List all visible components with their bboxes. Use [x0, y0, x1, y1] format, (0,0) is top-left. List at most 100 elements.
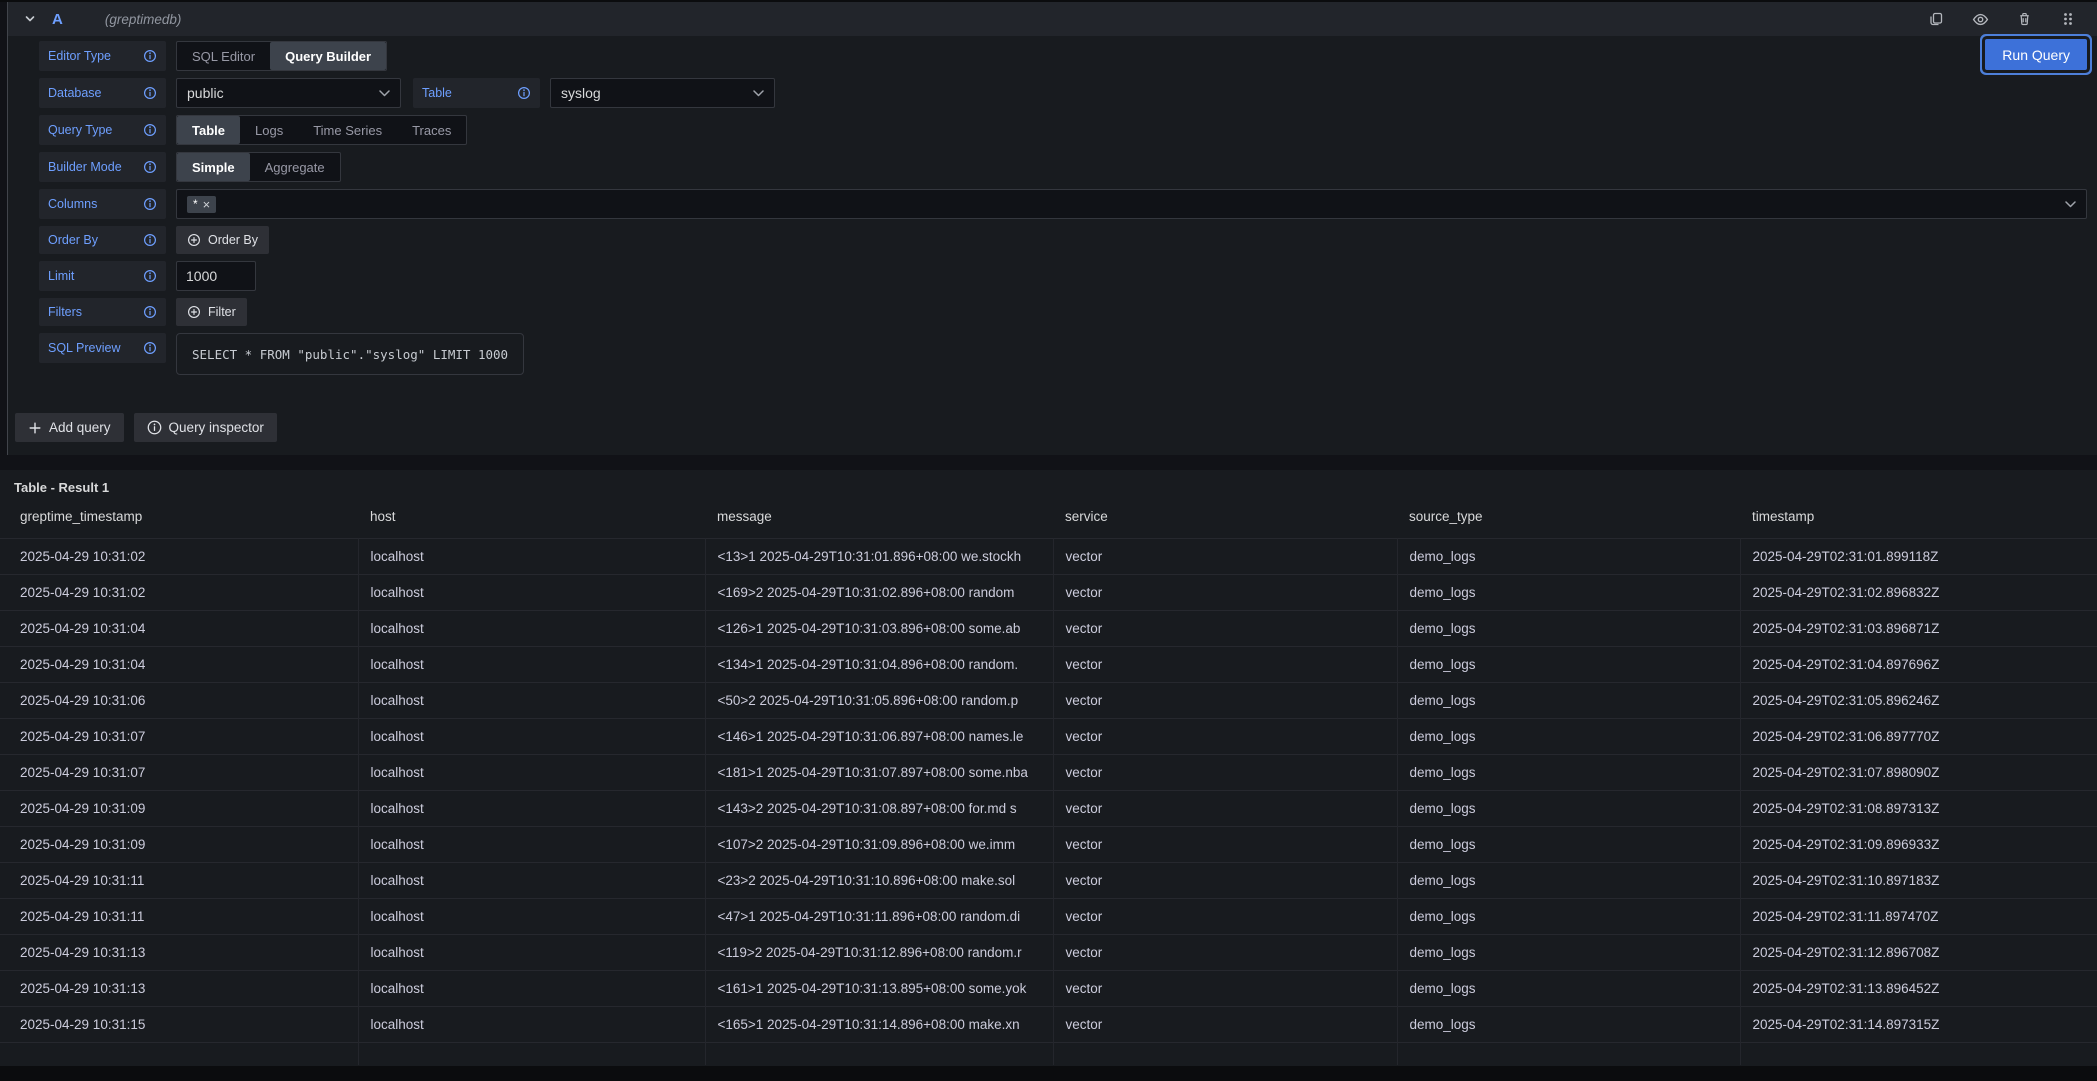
table-row: 2025-04-29 10:31:11 localhost <23>2 2025-0… — [0, 862, 2097, 899]
table-cell: localhost — [358, 790, 706, 827]
table-cell: demo_logs — [1397, 574, 1741, 611]
table-select-value: syslog — [561, 85, 601, 101]
empty-cell — [0, 1042, 359, 1065]
add-query-label: Add query — [49, 420, 111, 435]
table-cell: demo_logs — [1397, 898, 1741, 935]
table-row: 2025-04-29 10:31:04 localhost <126>1 2025-… — [0, 610, 2097, 647]
page-bottom-edge — [0, 1066, 2097, 1081]
empty-cell — [1053, 1042, 1398, 1065]
database-table-row: Database public Table syslog — [39, 78, 2087, 108]
query-type-label-box: Query Type — [39, 115, 166, 145]
query-editor-panel: A (greptimedb) Run Query Edi — [7, 2, 2097, 455]
table-cell: 2025-04-29T02:31:01.899118Z — [1740, 538, 2097, 575]
column-header[interactable]: greptime_timestamp — [20, 509, 143, 524]
table-cell: localhost — [358, 970, 706, 1007]
chevron-down-icon — [2065, 200, 2076, 208]
add-order-by-button[interactable]: Order By — [176, 226, 270, 254]
info-icon[interactable] — [143, 160, 157, 174]
table-cell: localhost — [358, 610, 706, 647]
builder-mode-option-simple[interactable]: Simple — [177, 153, 250, 181]
builder-mode-row: Builder Mode Simple Aggregate — [39, 152, 2087, 182]
table-cell: <165>1 2025-04-29T10:31:14.896+08:00 mak… — [705, 1006, 1054, 1043]
table-cell: 2025-04-29 10:31:04 — [0, 610, 359, 647]
remove-query-trash-icon[interactable] — [2009, 8, 2039, 30]
run-query-button[interactable]: Run Query — [1985, 39, 2087, 70]
add-query-button[interactable]: Add query — [15, 413, 124, 442]
order-by-button-label: Order By — [208, 233, 259, 247]
builder-mode-toggle: Simple Aggregate — [176, 152, 341, 182]
table-cell: localhost — [358, 826, 706, 863]
table-cell: vector — [1053, 970, 1398, 1007]
table-row: 2025-04-29 10:31:04 localhost <134>1 2025-… — [0, 646, 2097, 683]
remove-column-icon[interactable]: × — [202, 196, 211, 212]
table-cell: <146>1 2025-04-29T10:31:06.897+08:00 nam… — [705, 718, 1054, 755]
hide-response-eye-icon[interactable] — [1965, 8, 1995, 30]
results-panel-title: Table - Result 1 — [14, 480, 110, 495]
table-cell: 2025-04-29T02:31:13.896452Z — [1740, 970, 2097, 1007]
database-label: Database — [48, 86, 102, 100]
empty-cell — [705, 1042, 1054, 1065]
add-filter-button[interactable]: Filter — [176, 298, 247, 326]
table-cell: vector — [1053, 1006, 1398, 1043]
editor-type-option-sql-editor[interactable]: SQL Editor — [192, 48, 256, 64]
table-cell: demo_logs — [1397, 826, 1741, 863]
table-cell: <143>2 2025-04-29T10:31:08.897+08:00 for… — [705, 790, 1054, 827]
table-cell: 2025-04-29 10:31:13 — [0, 934, 359, 971]
query-footer: Add query Query inspector — [15, 413, 2097, 442]
table-cell: vector — [1053, 718, 1398, 755]
database-select[interactable]: public — [176, 78, 401, 108]
column-header[interactable]: message — [717, 509, 772, 524]
editor-type-option-query-builder[interactable]: Query Builder — [270, 42, 387, 70]
columns-select[interactable]: * × — [176, 189, 2087, 219]
table-cell: 2025-04-29T02:31:07.898090Z — [1740, 754, 2097, 791]
limit-label: Limit — [48, 269, 75, 283]
query-type-option-time-series[interactable]: Time Series — [313, 122, 383, 138]
column-chip[interactable]: * × — [187, 195, 217, 213]
table-cell: localhost — [358, 862, 706, 899]
info-icon[interactable] — [143, 269, 157, 283]
info-icon[interactable] — [143, 233, 157, 247]
query-type-option-traces[interactable]: Traces — [412, 122, 452, 138]
table-cell: vector — [1053, 754, 1398, 791]
limit-input[interactable] — [176, 261, 256, 291]
table-select[interactable]: syslog — [550, 78, 775, 108]
results-table: greptime_timestamp host message service sour… — [0, 501, 2097, 1065]
collapse-chevron-icon[interactable] — [22, 11, 38, 27]
info-icon[interactable] — [143, 341, 157, 355]
info-icon[interactable] — [517, 86, 531, 100]
table-cell: 2025-04-29T02:31:12.896708Z — [1740, 934, 2097, 971]
query-inspector-button[interactable]: Query inspector — [133, 413, 277, 442]
table-row: 2025-04-29 10:31:15 localhost <165>1 2025-… — [0, 1006, 2097, 1043]
table-cell: vector — [1053, 826, 1398, 863]
info-icon[interactable] — [143, 197, 157, 211]
column-header[interactable]: source_type — [1409, 509, 1483, 524]
filter-button-label: Filter — [208, 305, 236, 319]
query-type-option-table[interactable]: Table — [177, 116, 240, 144]
column-header[interactable]: host — [370, 509, 396, 524]
table-cell: 2025-04-29T02:31:11.897470Z — [1740, 898, 2097, 935]
query-ref-id[interactable]: A — [52, 10, 63, 28]
builder-mode-label: Builder Mode — [48, 160, 122, 174]
table-cell: 2025-04-29 10:31:11 — [0, 862, 359, 899]
info-icon[interactable] — [143, 49, 157, 63]
column-header[interactable]: timestamp — [1752, 509, 1815, 524]
table-cell: <161>1 2025-04-29T10:31:13.895+08:00 som… — [705, 970, 1054, 1007]
info-icon[interactable] — [143, 123, 157, 137]
builder-mode-option-aggregate[interactable]: Aggregate — [264, 159, 325, 175]
table-cell: demo_logs — [1397, 790, 1741, 827]
table-cell: 2025-04-29T02:31:08.897313Z — [1740, 790, 2097, 827]
table-cell: vector — [1053, 862, 1398, 899]
table-label-box: Table — [413, 78, 540, 108]
limit-row: Limit — [39, 261, 2087, 291]
results-panel: Table - Result 1 greptime_timestamp host m… — [0, 470, 2097, 1066]
duplicate-query-icon[interactable] — [1921, 8, 1951, 30]
column-chip-value: * — [193, 197, 198, 211]
info-icon[interactable] — [143, 305, 157, 319]
info-icon[interactable] — [143, 86, 157, 100]
query-type-option-logs[interactable]: Logs — [255, 122, 284, 138]
drag-handle-icon[interactable] — [2053, 8, 2083, 30]
editor-type-toggle: SQL Editor Query Builder — [176, 41, 388, 71]
column-header[interactable]: service — [1065, 509, 1108, 524]
table-row: 2025-04-29 10:31:09 localhost <107>2 2025-… — [0, 826, 2097, 863]
